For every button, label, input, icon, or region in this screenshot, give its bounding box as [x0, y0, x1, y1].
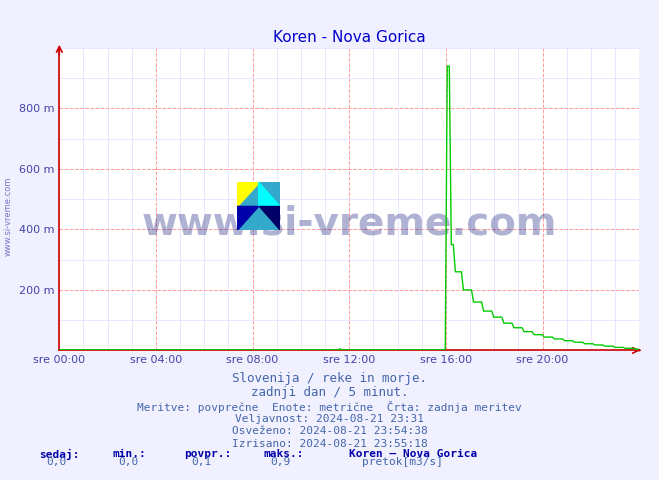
- Polygon shape: [237, 206, 258, 230]
- Polygon shape: [237, 182, 280, 230]
- Text: Meritve: povprečne  Enote: metrične  Črta: zadnja meritev: Meritve: povprečne Enote: metrične Črta:…: [137, 401, 522, 413]
- Polygon shape: [237, 182, 258, 206]
- Text: Izrisano: 2024-08-21 23:55:18: Izrisano: 2024-08-21 23:55:18: [231, 439, 428, 449]
- Text: www.si-vreme.com: www.si-vreme.com: [142, 204, 557, 242]
- Text: sedaj:: sedaj:: [40, 449, 80, 460]
- Text: Slovenija / reke in morje.: Slovenija / reke in morje.: [232, 372, 427, 385]
- Polygon shape: [258, 182, 280, 206]
- Text: 0,9: 0,9: [270, 457, 291, 467]
- Text: maks.:: maks.:: [264, 449, 304, 459]
- Text: povpr.:: povpr.:: [185, 449, 232, 459]
- Polygon shape: [258, 206, 280, 230]
- Text: Koren – Nova Gorica: Koren – Nova Gorica: [349, 449, 478, 459]
- Text: www.si-vreme.com: www.si-vreme.com: [3, 176, 13, 256]
- Text: zadnji dan / 5 minut.: zadnji dan / 5 minut.: [251, 386, 408, 399]
- Text: Veljavnost: 2024-08-21 23:31: Veljavnost: 2024-08-21 23:31: [235, 414, 424, 424]
- Text: Osveženo: 2024-08-21 23:54:38: Osveženo: 2024-08-21 23:54:38: [231, 426, 428, 436]
- Text: min.:: min.:: [112, 449, 146, 459]
- Text: 0,0: 0,0: [46, 457, 67, 467]
- Text: 0,1: 0,1: [191, 457, 212, 467]
- Title: Koren - Nova Gorica: Koren - Nova Gorica: [273, 30, 426, 46]
- Text: pretok[m3/s]: pretok[m3/s]: [362, 457, 444, 467]
- Text: 0,0: 0,0: [119, 457, 139, 467]
